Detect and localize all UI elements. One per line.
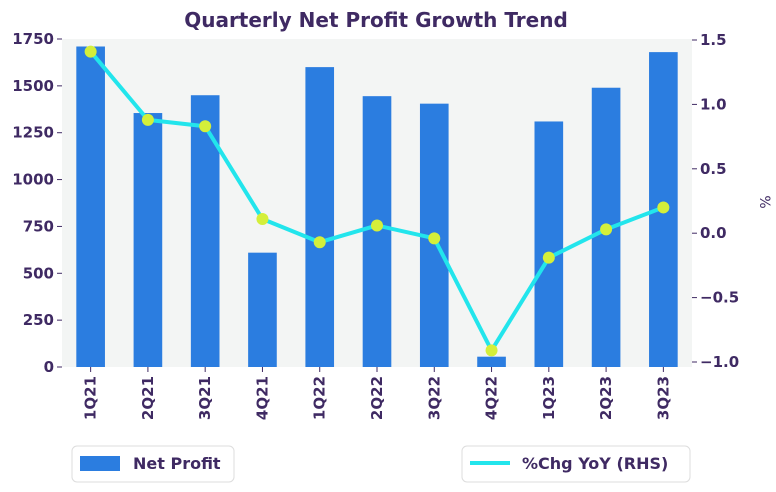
x-tick-label: 1Q21 — [82, 376, 100, 420]
bar-2Q21 — [133, 113, 163, 367]
right-tick-label: 1.0 — [700, 95, 727, 113]
right-axis-ticks: −1.0 −0.5 0.0 0.5 1.0 1.5 — [692, 31, 739, 371]
left-tick-label: 1000 — [12, 171, 54, 189]
legend-bar: Net Profit — [71, 445, 235, 483]
legend-line: %Chg YoY (RHS) — [461, 445, 691, 483]
x-axis-ticks: 1Q21 2Q21 3Q21 4Q21 1Q22 2Q22 3Q22 4Q22 1Q23 2Q23… — [82, 367, 672, 420]
point-3Q23 — [657, 201, 670, 214]
left-tick-label: 250 — [23, 311, 54, 329]
right-tick-label: 0.5 — [700, 160, 727, 178]
legend-line-label: %Chg YoY (RHS) — [522, 454, 668, 473]
right-axis-label: % — [756, 195, 772, 208]
point-2Q23 — [600, 223, 613, 236]
legend-line-frame — [461, 445, 691, 483]
right-tick-label: −1.0 — [700, 353, 739, 371]
left-tick-label: 1250 — [12, 124, 54, 142]
x-tick-label: 1Q22 — [311, 376, 329, 420]
x-tick-label: 3Q23 — [654, 376, 672, 420]
left-tick-label: 500 — [23, 264, 54, 282]
chart-title: Quarterly Net Profit Growth Trend — [184, 8, 568, 32]
point-1Q23 — [542, 251, 555, 264]
x-tick-label: 4Q21 — [253, 376, 271, 420]
bar-1Q23 — [534, 121, 564, 368]
point-1Q22 — [313, 236, 326, 249]
x-tick-label: 2Q22 — [368, 376, 386, 420]
right-tick-label: 1.5 — [700, 31, 727, 49]
point-2Q21 — [141, 113, 154, 126]
bar-3Q21 — [190, 95, 220, 367]
left-tick-label: 750 — [23, 217, 54, 235]
x-tick-label: 4Q22 — [483, 376, 501, 420]
left-axis-ticks: 0 250 500 750 1000 1250 1500 1750 — [12, 30, 62, 376]
x-tick-label: 3Q21 — [196, 376, 214, 420]
bar-4Q21 — [248, 252, 277, 367]
point-1Q21 — [84, 45, 97, 58]
point-3Q21 — [199, 120, 212, 133]
x-tick-label: 2Q23 — [597, 376, 615, 420]
line-series-group — [84, 45, 670, 357]
bar-1Q21 — [76, 46, 105, 368]
bar-1Q22 — [305, 67, 335, 367]
point-2Q22 — [371, 219, 383, 232]
right-tick-label: −0.5 — [700, 289, 739, 307]
left-tick-label: 1750 — [12, 30, 54, 48]
x-tick-label: 2Q21 — [139, 376, 157, 420]
legend-bar-swatch — [80, 456, 120, 471]
x-tick-label: 1Q23 — [540, 376, 558, 420]
legend-bar-label: Net Profit — [133, 454, 221, 473]
x-tick-label: 3Q22 — [425, 376, 443, 420]
right-tick-label: 0.0 — [700, 224, 727, 242]
point-4Q22 — [485, 344, 498, 357]
bar-2Q22 — [362, 96, 392, 367]
point-3Q22 — [428, 232, 441, 245]
point-4Q21 — [256, 213, 269, 226]
left-tick-label: 0 — [44, 358, 54, 376]
bar-4Q22 — [477, 356, 506, 367]
left-tick-label: 1500 — [12, 77, 54, 95]
legend-bar-frame — [71, 445, 235, 483]
